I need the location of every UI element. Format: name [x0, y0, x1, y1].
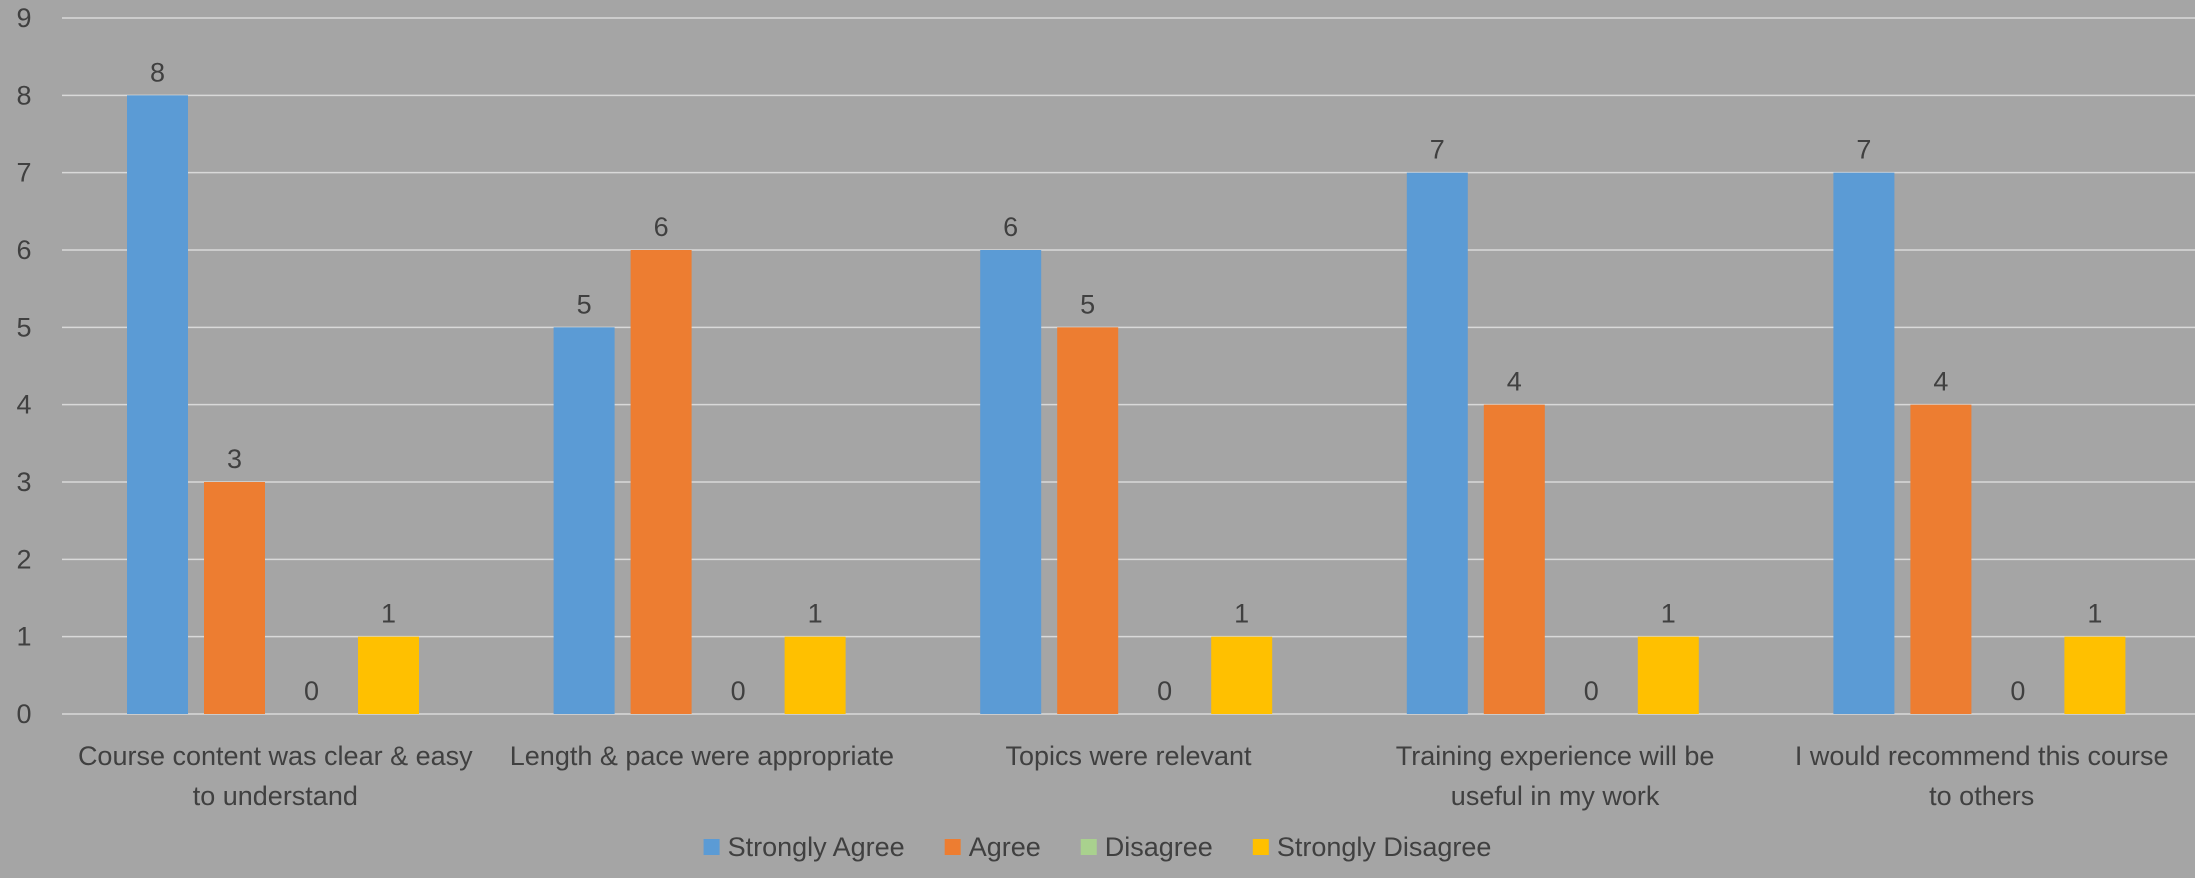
bar-agree [1910, 404, 1972, 714]
bar-agree [630, 250, 692, 714]
bar-strongly-disagree [1637, 636, 1699, 714]
data-label: 8 [150, 57, 165, 87]
x-category-label: to others [1929, 781, 2034, 811]
y-tick-label: 5 [16, 312, 31, 342]
y-tick-label: 1 [16, 622, 31, 652]
y-tick-label: 6 [16, 235, 31, 265]
data-label: 1 [2087, 599, 2102, 629]
y-tick-label: 0 [16, 699, 31, 729]
data-label: 5 [1080, 289, 1095, 319]
legend-swatch [1080, 839, 1097, 855]
bar-strongly-agree [127, 95, 188, 715]
bar-agree [1057, 327, 1119, 714]
data-label: 0 [304, 676, 319, 706]
bar-strongly-agree [553, 327, 615, 714]
data-label: 6 [1003, 212, 1018, 242]
data-label: 0 [731, 676, 746, 706]
legend-swatch [1252, 839, 1269, 855]
data-label: 5 [577, 289, 592, 319]
x-category-label: I would recommend this course [1795, 741, 2169, 771]
data-label: 6 [654, 212, 669, 242]
data-label: 1 [1661, 599, 1676, 629]
data-label: 4 [1507, 367, 1522, 397]
data-label: 1 [381, 599, 396, 629]
legend-label: Disagree [1105, 832, 1213, 862]
legend-label: Strongly Agree [728, 832, 905, 862]
bar-strongly-agree [1406, 172, 1468, 714]
bar-agree [204, 482, 265, 714]
x-category-label: useful in my work [1451, 781, 1660, 811]
y-tick-label: 8 [16, 80, 31, 110]
bar-strongly-disagree [358, 636, 419, 714]
legend-swatch [944, 839, 961, 855]
data-label: 1 [1234, 599, 1249, 629]
data-label: 4 [1933, 367, 1948, 397]
y-tick-label: 3 [16, 467, 31, 497]
data-label: 1 [808, 599, 823, 629]
y-tick-label: 4 [16, 390, 31, 420]
data-label: 0 [1584, 676, 1599, 706]
x-category-label: to understand [193, 781, 358, 811]
legend-label: Strongly Disagree [1277, 832, 1492, 862]
data-label: 7 [1430, 135, 1445, 165]
x-category-label: Length & pace were appropriate [510, 741, 894, 771]
legend-swatch [703, 839, 720, 855]
bar-strongly-disagree [1211, 636, 1273, 714]
data-label: 7 [1856, 135, 1871, 165]
y-tick-label: 7 [16, 158, 31, 188]
bar-strongly-disagree [784, 636, 846, 714]
bar-strongly-disagree [2064, 636, 2126, 714]
y-tick-label: 2 [16, 544, 31, 574]
legend-label: Agree [969, 832, 1041, 862]
data-label: 0 [2010, 676, 2025, 706]
y-tick-label: 9 [16, 3, 31, 33]
bar-strongly-agree [980, 250, 1042, 714]
x-category-label: Training experience will be [1396, 741, 1715, 771]
x-category-label: Course content was clear & easy [78, 741, 473, 771]
data-label: 3 [227, 444, 242, 474]
bar-strongly-agree [1833, 172, 1895, 714]
data-label: 0 [1157, 676, 1172, 706]
bar-agree [1483, 404, 1545, 714]
x-category-label: Topics were relevant [1005, 741, 1252, 771]
